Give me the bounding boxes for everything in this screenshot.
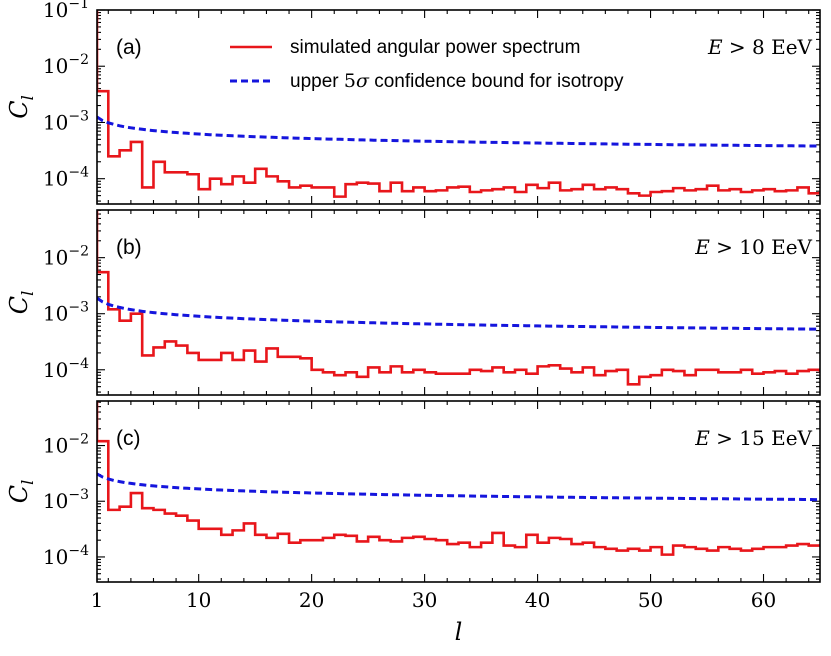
panel-tag: (b) [116, 236, 142, 259]
y-axis-label: Cl [5, 480, 37, 504]
panel-1: 10−4 10−3 10−2 (b) E > 10 EeV Cl [5, 209, 821, 396]
energy-threshold-label: E > 15 EeV [694, 426, 812, 450]
x-tick-label: 20 [299, 588, 324, 612]
panel-tag: (a) [116, 36, 142, 59]
simulated-spectrum-line [97, 210, 820, 386]
y-tick-label: 10−1 [43, 0, 89, 22]
isotropy-bound-line [97, 296, 820, 331]
y-tick-label: 10−3 [43, 108, 89, 134]
panel-frame [96, 209, 821, 396]
panel-0: 10−4 10−3 10−2 10−1 (a) E > 8 EeV Cl [5, 0, 821, 205]
x-tick-label: 50 [638, 588, 663, 612]
panel-tag: (c) [116, 427, 141, 450]
y-tick-label: 10−2 [43, 432, 89, 458]
y-tick-label: 10−2 [43, 52, 89, 78]
simulated-spectrum-line [97, 10, 820, 198]
y-tick-label: 10−2 [43, 244, 89, 270]
x-tick-label: 30 [412, 588, 437, 612]
x-tick-label: 60 [751, 588, 776, 612]
energy-threshold-label: E > 10 EeV [694, 235, 812, 259]
isotropy-bound-line [97, 115, 820, 148]
y-tick-label: 10−4 [43, 165, 89, 191]
isotropy-bound-line [97, 472, 820, 502]
panel-frame [96, 9, 821, 205]
y-tick-label: 10−3 [43, 300, 89, 326]
energy-threshold-label: E > 8 EeV [707, 35, 813, 59]
x-tick-label: 10 [186, 588, 211, 612]
panel-2: 10−4 10−3 10−2 (c) E > 15 EeV Cl [5, 400, 821, 583]
y-tick-label: 10−4 [43, 543, 89, 569]
legend-entry-label: simulated angular power spectrum [290, 37, 580, 58]
y-axis-label: Cl [5, 291, 37, 315]
panel-frame [96, 400, 821, 583]
y-tick-label: 10−4 [43, 356, 89, 382]
simulated-spectrum-line [97, 401, 820, 556]
x-tick-label: 1 [91, 588, 104, 612]
y-axis-label: Cl [5, 95, 37, 119]
x-axis-label: l [455, 618, 463, 646]
legend-entry-label: upper 5σ confidence bound for isotropy [290, 70, 624, 92]
y-tick-label: 10−3 [43, 487, 89, 513]
legend: simulated angular power spectrum upper 5σ… [230, 37, 624, 92]
x-tick-label: 40 [525, 588, 550, 612]
